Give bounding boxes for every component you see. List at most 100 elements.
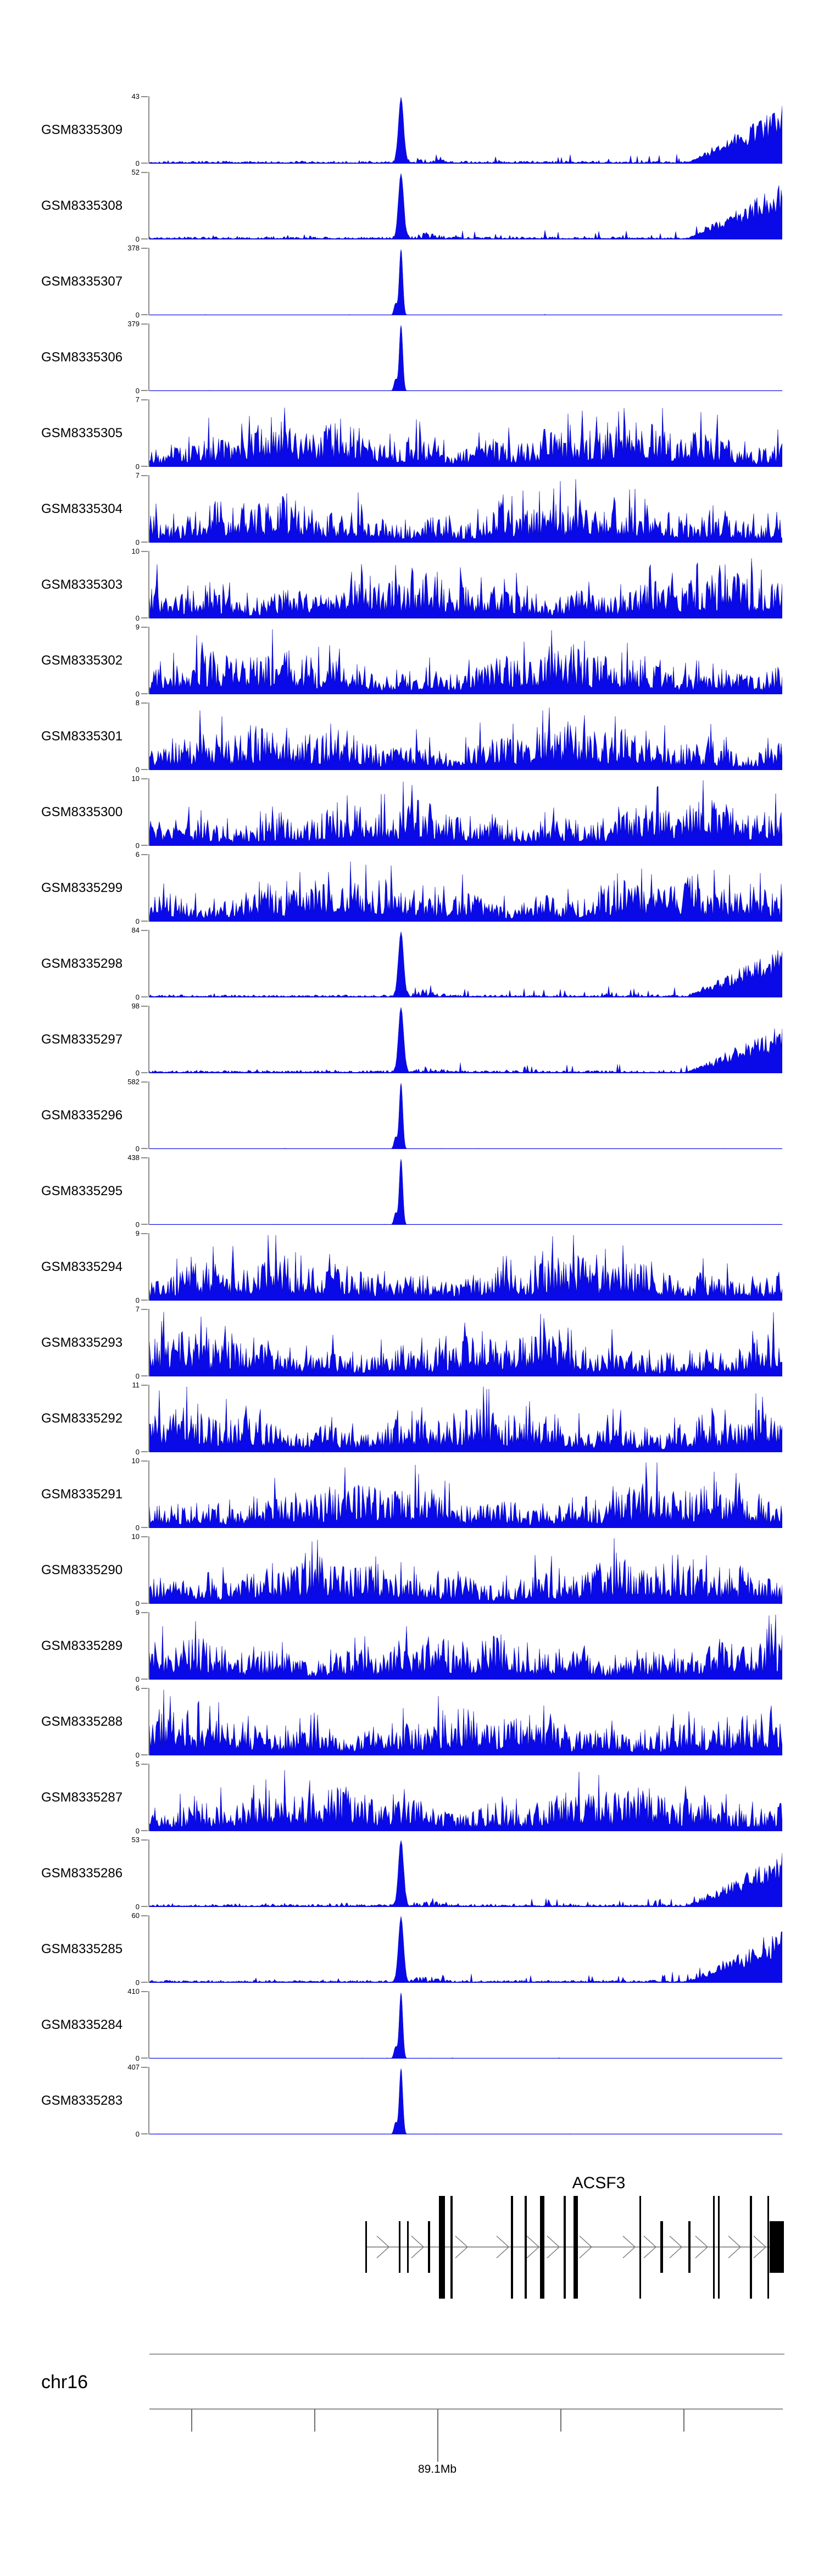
track-label: GSM8335288 bbox=[41, 1714, 123, 1729]
track-ymax-label: 407 bbox=[127, 2063, 140, 2071]
track-y-axis-bottom-tick bbox=[141, 693, 148, 694]
track-label: GSM8335309 bbox=[41, 122, 123, 137]
track-y-axis-bottom-tick bbox=[141, 1754, 148, 1755]
track-label: GSM8335306 bbox=[41, 349, 123, 365]
track-label: GSM8335290 bbox=[41, 1562, 123, 1577]
track-label: GSM8335286 bbox=[41, 1865, 123, 1881]
track-label: GSM8335299 bbox=[41, 880, 123, 895]
track-ymin-label: 0 bbox=[135, 235, 140, 243]
track-ymin-label: 0 bbox=[135, 1675, 140, 1683]
track-ymin-label: 0 bbox=[135, 614, 140, 622]
track-y-axis-top-tick bbox=[141, 702, 148, 704]
track-y-axis-top-tick bbox=[141, 854, 148, 855]
signal-plot bbox=[149, 1159, 782, 1225]
track-ymin-label: 0 bbox=[135, 1372, 140, 1380]
track-y-axis-top-tick bbox=[141, 248, 148, 249]
track-y-axis-top-tick bbox=[141, 475, 148, 476]
track-ymax-label: 410 bbox=[127, 1987, 140, 1995]
track-y-axis bbox=[148, 1764, 149, 1831]
track-y-axis bbox=[148, 551, 149, 618]
signal-plot bbox=[149, 1083, 782, 1149]
track-label: GSM8335292 bbox=[41, 1410, 123, 1426]
track-y-axis-bottom-tick bbox=[141, 390, 148, 391]
track-y-axis bbox=[148, 2067, 149, 2134]
track-y-axis-top-tick bbox=[141, 627, 148, 628]
track-ymin-label: 0 bbox=[135, 462, 140, 471]
track-label: GSM8335304 bbox=[41, 501, 123, 516]
signal-plot bbox=[149, 249, 782, 315]
track-ymin-label: 0 bbox=[135, 690, 140, 698]
track-y-axis-bottom-tick bbox=[141, 617, 148, 618]
track-ymax-label: 60 bbox=[131, 1911, 140, 1920]
strand-direction-arrow-icon bbox=[496, 2235, 510, 2259]
track-ymax-label: 10 bbox=[131, 774, 140, 783]
gene-exon bbox=[540, 2196, 544, 2299]
ruler-minor-tick bbox=[560, 2409, 561, 2432]
track-y-axis-bottom-tick bbox=[141, 1906, 148, 1907]
track-y-axis bbox=[148, 1612, 149, 1680]
gene-exon bbox=[574, 2196, 578, 2299]
track-ymin-label: 0 bbox=[135, 841, 140, 850]
track-y-axis-bottom-tick bbox=[141, 1527, 148, 1528]
track-y-axis-bottom-tick bbox=[141, 314, 148, 315]
track-y-axis-top-tick bbox=[141, 2067, 148, 2068]
strand-direction-arrow-icon bbox=[695, 2235, 709, 2259]
track-label: GSM8335300 bbox=[41, 804, 123, 819]
track-y-axis-top-tick bbox=[141, 1385, 148, 1386]
track-y-axis-top-tick bbox=[141, 1991, 148, 1992]
track-ymin-label: 0 bbox=[135, 993, 140, 1001]
strand-direction-arrow-icon bbox=[753, 2235, 767, 2259]
ruler-minor-tick bbox=[683, 2409, 684, 2432]
track-label: GSM8335297 bbox=[41, 1031, 123, 1047]
track-y-axis bbox=[148, 1991, 149, 2059]
track-label: GSM8335308 bbox=[41, 198, 123, 213]
track-y-axis-bottom-tick bbox=[141, 163, 148, 164]
track-ymin-label: 0 bbox=[135, 1220, 140, 1229]
gene-exon bbox=[511, 2196, 513, 2299]
ruler-minor-tick bbox=[314, 2409, 315, 2432]
gene-name-label: ACSF3 bbox=[572, 2174, 626, 2192]
signal-plot bbox=[149, 780, 782, 846]
signal-plot bbox=[149, 97, 782, 164]
track-y-axis-bottom-tick bbox=[141, 1603, 148, 1604]
track-y-axis bbox=[148, 1157, 149, 1225]
track-ymax-label: 582 bbox=[127, 1078, 140, 1086]
track-ymax-label: 7 bbox=[135, 1305, 140, 1313]
track-ymin-label: 0 bbox=[135, 917, 140, 925]
track-ymax-label: 52 bbox=[131, 168, 140, 176]
track-ymin-label: 0 bbox=[135, 1069, 140, 1077]
signal-plot bbox=[149, 558, 782, 618]
genome-ruler-line bbox=[149, 2408, 783, 2410]
track-ymin-label: 0 bbox=[135, 2130, 140, 2138]
track-y-axis bbox=[148, 248, 149, 315]
gene-exon bbox=[525, 2196, 527, 2299]
strand-direction-arrow-icon bbox=[526, 2235, 540, 2259]
strand-direction-arrow-icon bbox=[622, 2235, 636, 2259]
track-ymin-label: 0 bbox=[135, 2054, 140, 2062]
gene-exon bbox=[407, 2221, 409, 2273]
track-y-axis bbox=[148, 1081, 149, 1149]
track-y-axis-top-tick bbox=[141, 1460, 148, 1462]
track-y-axis-bottom-tick bbox=[141, 1982, 148, 1983]
track-label: GSM8335302 bbox=[41, 653, 123, 668]
signal-plot bbox=[149, 325, 782, 391]
track-label: GSM8335307 bbox=[41, 274, 123, 289]
track-ymax-label: 6 bbox=[135, 1684, 140, 1692]
track-ymax-label: 8 bbox=[135, 699, 140, 707]
track-label: GSM8335284 bbox=[41, 2017, 123, 2032]
track-y-axis-top-tick bbox=[141, 1081, 148, 1083]
signal-plot bbox=[149, 707, 782, 770]
track-y-axis-bottom-tick bbox=[141, 1451, 148, 1452]
track-y-axis-top-tick bbox=[141, 172, 148, 173]
track-ymin-label: 0 bbox=[135, 1296, 140, 1304]
track-y-axis-bottom-tick bbox=[141, 1224, 148, 1225]
track-y-axis-top-tick bbox=[141, 551, 148, 552]
gene-exon bbox=[450, 2196, 453, 2299]
track-label: GSM8335303 bbox=[41, 577, 123, 592]
track-ymax-label: 6 bbox=[135, 850, 140, 858]
signal-plot bbox=[149, 479, 782, 543]
gene-exon bbox=[365, 2221, 367, 2273]
signal-plot bbox=[149, 1690, 782, 1755]
track-y-axis-top-tick bbox=[141, 778, 148, 779]
